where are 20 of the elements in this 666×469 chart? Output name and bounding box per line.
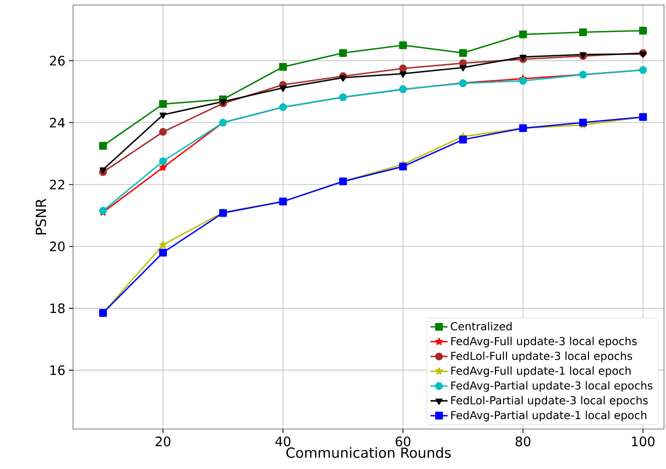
x-tick-label: 80 <box>516 436 530 446</box>
x-tick-label: 20 <box>156 436 170 446</box>
legend-label: FedAvg-Partial update-3 local epochs <box>451 381 652 392</box>
y-axis-title: PSNR <box>36 198 46 234</box>
y-tick-label: 24 <box>50 118 65 128</box>
legend-label: FedLol-Partial update-3 local epochs <box>451 396 648 407</box>
x-tick-label: 40 <box>275 436 290 446</box>
y-tick-label: 26 <box>50 56 65 66</box>
x-axis-title: Communication Rounds <box>286 447 451 458</box>
legend-label: FedAvg-Full update-3 local epochs <box>451 336 637 348</box>
legend-label: FedAvg-Full update-1 local epoch <box>451 366 631 377</box>
legend-label: FedLol-Full update-3 local epochs <box>451 352 632 362</box>
x-tick-label: 60 <box>396 436 410 446</box>
y-tick-label: 22 <box>50 180 64 190</box>
legend-label: Centralized <box>450 322 512 330</box>
y-tick-label: 16 <box>50 365 65 376</box>
y-tick-label: 18 <box>50 303 65 314</box>
legend-label: FedAvg-Partial update-1 local epoch <box>451 410 646 422</box>
y-tick-label: 20 <box>50 242 65 252</box>
x-tick-label: 100 <box>632 436 654 446</box>
